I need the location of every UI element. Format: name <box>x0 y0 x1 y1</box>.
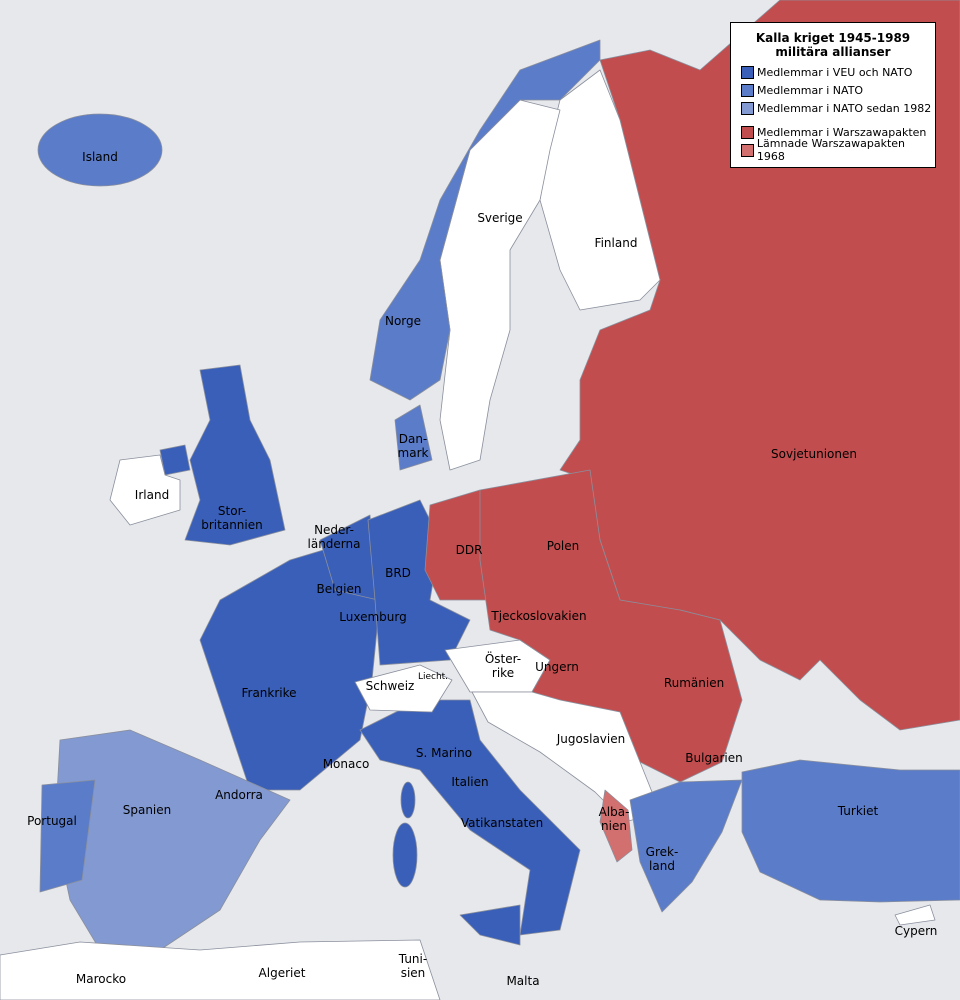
label-storbritannien: Stor-britannien <box>201 504 263 532</box>
label-sverige: Sverige <box>477 211 523 225</box>
region-sverige[interactable] <box>439 99 561 471</box>
label-bulgarien: Bulgarien <box>685 751 743 765</box>
label-schweiz: Schweiz <box>365 679 415 693</box>
region-nordafrika[interactable] <box>0 939 441 1000</box>
label-vatikanstaten: Vatikanstaten <box>460 816 544 830</box>
label-jugoslavien: Jugoslavien <box>556 732 626 746</box>
legend-item-nato: Medlemmar i NATO <box>731 81 935 99</box>
region-grekland[interactable] <box>629 779 743 913</box>
region-korsika[interactable] <box>400 781 416 819</box>
label-tjeckoslovakien: Tjeckoslovakien <box>491 609 587 623</box>
label-irland: Irland <box>134 488 170 502</box>
label-andorra: Andorra <box>215 788 263 802</box>
region-storbritannien[interactable] <box>184 364 286 546</box>
label-osterrike: Öster-rike <box>484 652 522 680</box>
region-portugal[interactable] <box>39 779 96 893</box>
legend-swatch <box>741 83 754 97</box>
label-sovjetunionen: Sovjetunionen <box>771 447 857 461</box>
legend-label: Lämnade Warszawapakten 1968 <box>756 137 906 163</box>
region-cypern[interactable] <box>894 904 936 926</box>
label-turkiet: Turkiet <box>837 804 879 818</box>
region-sicilien[interactable] <box>459 904 521 946</box>
label-ddr: DDR <box>455 543 483 557</box>
label-island: Island <box>82 150 118 164</box>
label-malta: Malta <box>506 974 540 988</box>
region-schweiz[interactable] <box>354 664 453 713</box>
label-portugal: Portugal <box>27 814 77 828</box>
legend-item-nato-1982: Medlemmar i NATO sedan 1982 <box>731 99 935 117</box>
legend-label: Medlemmar i NATO <box>757 83 864 97</box>
label-algeriet: Algeriet <box>258 966 306 980</box>
label-liechtenstein: Liecht. <box>417 672 449 682</box>
label-danmark: Dan-mark <box>397 432 429 460</box>
region-brd[interactable] <box>367 499 471 666</box>
label-spanien: Spanien <box>122 803 172 817</box>
region-norge[interactable] <box>369 39 601 401</box>
region-sardinien[interactable] <box>392 822 418 888</box>
legend-item-lamnade-1968: Lämnade Warszawapakten 1968 <box>731 137 935 163</box>
label-albanien: Alba-nien <box>598 805 630 833</box>
legend-swatch <box>741 143 754 157</box>
label-nederlanderna: Neder-länderna <box>307 523 361 551</box>
region-warszawapakten[interactable] <box>479 469 743 783</box>
legend-item-warszawapakten: Medlemmar i Warszawapakten <box>731 123 935 141</box>
legend-swatch <box>741 65 754 79</box>
label-cypern: Cypern <box>894 924 938 938</box>
label-tunisien: Tuni-sien <box>398 952 428 980</box>
label-rumanien: Rumänien <box>663 676 725 690</box>
label-frankrike: Frankrike <box>241 686 297 700</box>
legend-item-veu-nato: Medlemmar i VEU och NATO <box>731 63 935 81</box>
legend: Kalla kriget 1945-1989 militära allianser… <box>730 22 936 168</box>
label-belgien: Belgien <box>316 582 362 596</box>
legend-label: Medlemmar i VEU och NATO <box>757 65 913 79</box>
legend-title: Kalla kriget 1945-1989 militära allianser <box>755 31 911 59</box>
legend-label: Medlemmar i Warszawapakten <box>757 125 927 139</box>
label-polen: Polen <box>546 539 580 553</box>
legend-swatch <box>741 125 754 139</box>
legend-label: Medlemmar i NATO sedan 1982 <box>757 101 932 115</box>
region-island[interactable] <box>37 113 163 187</box>
label-monaco: Monaco <box>322 757 370 771</box>
region-italien[interactable] <box>359 699 581 936</box>
label-grekland: Grek-land <box>645 845 679 873</box>
legend-swatch <box>741 101 754 115</box>
label-luxemburg: Luxemburg <box>339 610 407 624</box>
label-s-marino: S. Marino <box>415 746 473 760</box>
label-brd: BRD <box>385 566 411 580</box>
region-danmark[interactable] <box>394 404 433 471</box>
region-albanien[interactable] <box>599 789 633 863</box>
label-ungern: Ungern <box>535 660 579 674</box>
region-turkiet[interactable] <box>741 759 960 903</box>
region-irland[interactable] <box>109 454 181 526</box>
label-finland: Finland <box>594 236 638 250</box>
region-nordirland[interactable] <box>159 444 191 476</box>
label-italien: Italien <box>451 775 489 789</box>
label-marocko: Marocko <box>75 972 127 986</box>
label-norge: Norge <box>384 314 422 328</box>
